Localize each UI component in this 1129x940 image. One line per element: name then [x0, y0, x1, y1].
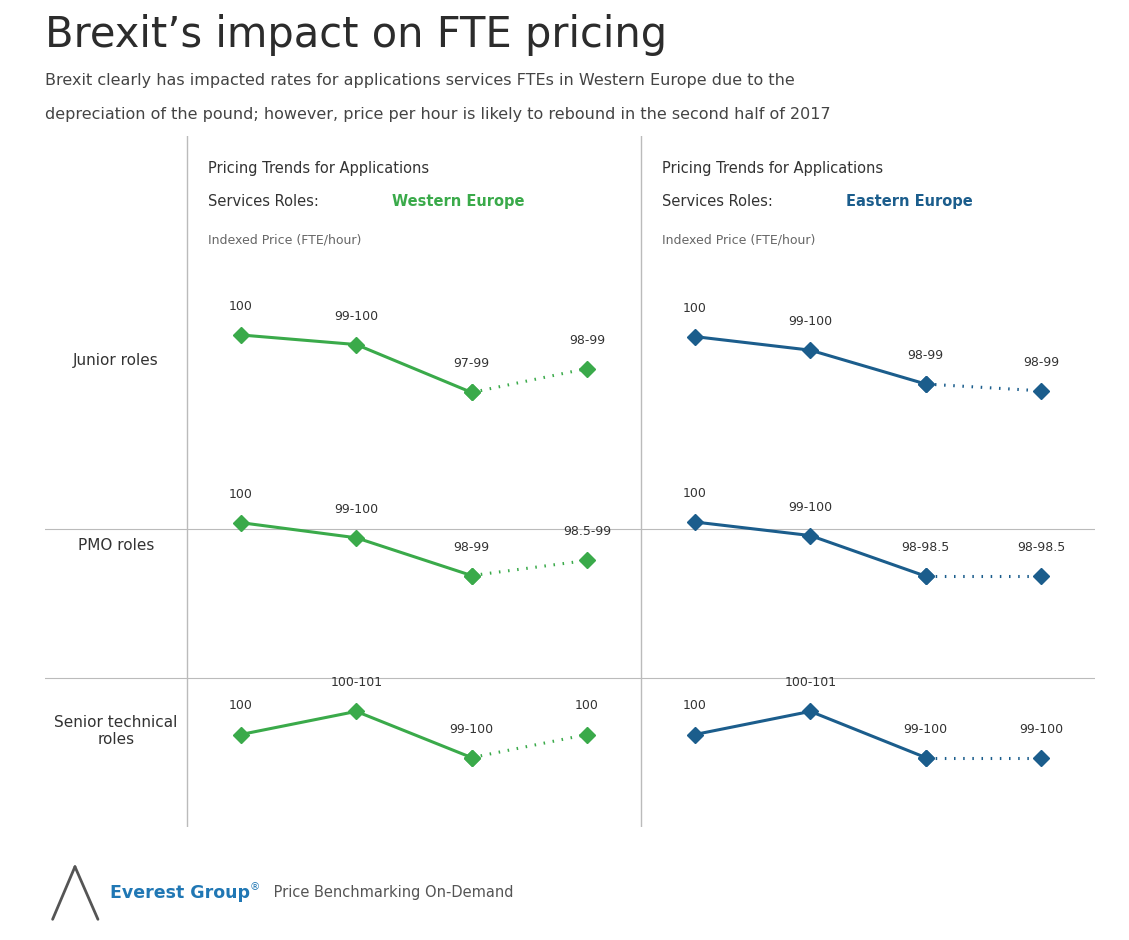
Text: 99-100: 99-100 [788, 315, 832, 328]
Text: 100: 100 [229, 300, 253, 313]
Text: 99-100: 99-100 [903, 723, 948, 736]
Text: Brexit clearly has impacted rates for applications services FTEs in Western Euro: Brexit clearly has impacted rates for ap… [45, 72, 795, 87]
Text: 100-101: 100-101 [785, 677, 837, 689]
Text: 98-99: 98-99 [569, 334, 605, 347]
Text: Pricing Trends for Applications: Pricing Trends for Applications [662, 161, 883, 176]
Text: 100: 100 [229, 488, 253, 501]
Text: 98-99: 98-99 [1023, 356, 1059, 368]
Text: 98-99: 98-99 [454, 540, 490, 554]
Text: 100: 100 [229, 699, 253, 713]
Text: 97-99: 97-99 [454, 357, 490, 370]
Text: Eastern Europe: Eastern Europe [846, 195, 972, 210]
Text: Price Benchmarking On-Demand: Price Benchmarking On-Demand [269, 885, 514, 901]
Text: 100: 100 [683, 699, 707, 713]
Text: 99-100: 99-100 [449, 723, 493, 736]
Text: 99-100: 99-100 [334, 503, 378, 516]
Text: 98-98.5: 98-98.5 [1017, 541, 1066, 555]
Text: Indexed Price (FTE/hour): Indexed Price (FTE/hour) [662, 233, 815, 246]
Text: 99-100: 99-100 [788, 501, 832, 513]
Text: Junior roles: Junior roles [73, 352, 159, 368]
Text: Everest Group: Everest Group [111, 884, 251, 902]
Text: Pricing Trends for Applications: Pricing Trends for Applications [208, 161, 429, 176]
Text: 99-100: 99-100 [1019, 723, 1064, 736]
Text: 100-101: 100-101 [330, 677, 383, 689]
Text: depreciation of the pound; however, price per hour is likely to rebound in the s: depreciation of the pound; however, pric… [45, 106, 831, 121]
Text: Brexit’s impact on FTE pricing: Brexit’s impact on FTE pricing [45, 14, 667, 56]
Text: 99-100: 99-100 [334, 309, 378, 322]
Text: 98-98.5: 98-98.5 [902, 541, 949, 555]
Text: 98.5-99: 98.5-99 [563, 525, 611, 539]
Text: Indexed Price (FTE/hour): Indexed Price (FTE/hour) [208, 233, 361, 246]
Text: Services Roles:: Services Roles: [208, 195, 323, 210]
Text: PMO roles: PMO roles [78, 538, 155, 553]
Text: Senior technical
roles: Senior technical roles [54, 714, 177, 747]
Text: Western Europe: Western Europe [392, 195, 524, 210]
Text: Services Roles:: Services Roles: [662, 195, 778, 210]
Text: ®: ® [251, 882, 261, 892]
Text: 100: 100 [683, 487, 707, 500]
Text: 100: 100 [683, 302, 707, 315]
Text: 98-99: 98-99 [908, 349, 944, 362]
Text: 100: 100 [575, 699, 599, 713]
